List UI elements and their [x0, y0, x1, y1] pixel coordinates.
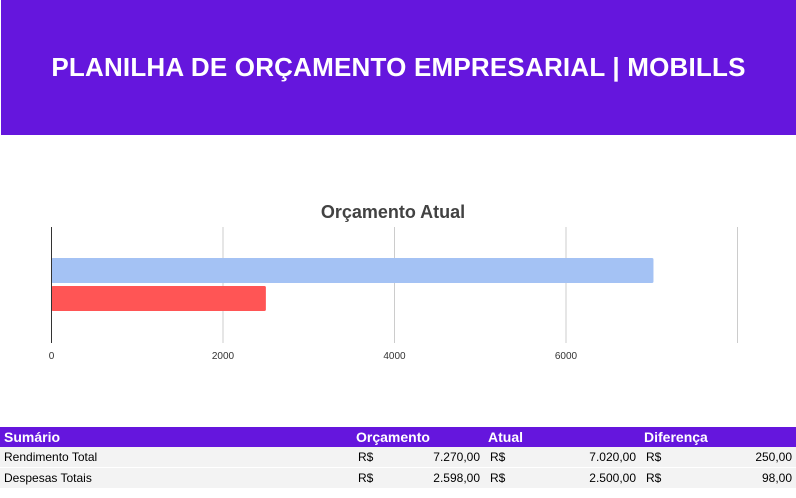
x-tick-label: 2000	[212, 351, 235, 362]
currency-symbol: R$	[352, 467, 404, 489]
budget-value: 7.270,00	[404, 447, 485, 468]
summary-header-difference: Diferença	[640, 427, 796, 447]
actual-value: 7.020,00	[560, 447, 641, 468]
summary-header-actual: Atual	[484, 427, 641, 447]
x-tick-label: 6000	[555, 351, 578, 362]
header-banner: PLANILHA DE ORÇAMENTO EMPRESARIAL | MOBI…	[1, 0, 796, 135]
currency-symbol: R$	[352, 447, 404, 468]
difference-value: 98,00	[716, 467, 796, 489]
summary-header-budget: Orçamento	[352, 427, 485, 447]
summary-header-label: Sumário	[0, 427, 352, 447]
currency-symbol: R$	[640, 467, 717, 489]
x-axis-ticks: 0 2000 4000 6000	[49, 351, 578, 362]
x-tick-label: 4000	[383, 351, 406, 362]
x-tick-label: 0	[49, 351, 55, 362]
chart-canvas: Orçamento Atual 0 2000 4000 6000	[49, 202, 738, 362]
table-row: Rendimento Total R$ 7.270,00 R$ 7.020,00…	[0, 447, 796, 468]
chart-bar	[51, 286, 266, 311]
currency-symbol: R$	[484, 467, 561, 489]
actual-value: 2.500,00	[560, 467, 641, 489]
chart-title: Orçamento Atual	[321, 202, 465, 222]
summary-header-row: Sumário Orçamento Atual Diferença	[0, 427, 796, 447]
summary-table: Sumário Orçamento Atual Diferença Rendim…	[0, 427, 796, 489]
currency-symbol: R$	[484, 447, 561, 468]
currency-symbol: R$	[640, 447, 717, 468]
row-label: Despesas Totais	[0, 467, 352, 489]
chart-bar	[51, 258, 654, 283]
row-label: Rendimento Total	[0, 447, 352, 468]
chart-gridlines	[222, 227, 738, 343]
table-row: Despesas Totais R$ 2.598,00 R$ 2.500,00 …	[0, 467, 796, 489]
page-title: PLANILHA DE ORÇAMENTO EMPRESARIAL | MOBI…	[51, 52, 746, 82]
chart-bars	[51, 258, 654, 311]
budget-value: 2.598,00	[404, 467, 485, 489]
difference-value: 250,00	[716, 447, 796, 468]
budget-chart: Orçamento Atual 0 2000 4000 6000	[0, 195, 796, 375]
